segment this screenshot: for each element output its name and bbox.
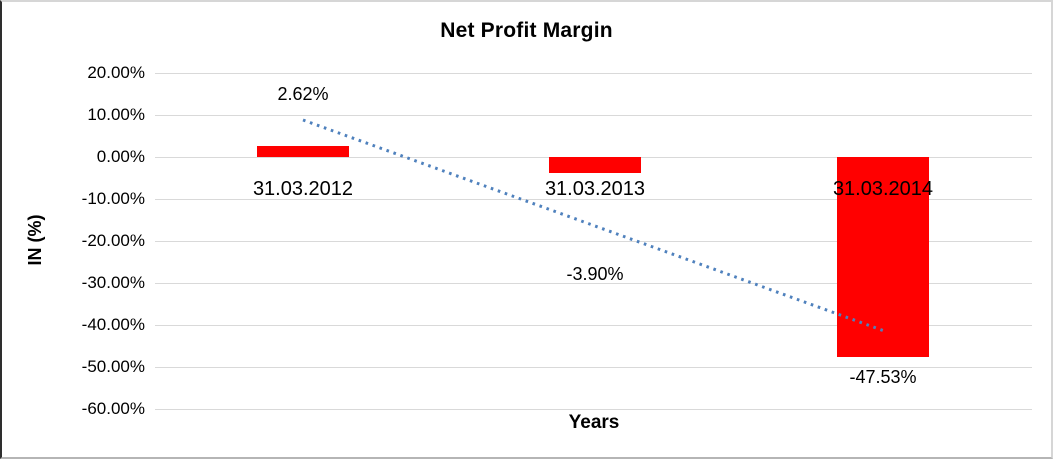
- gridline: [155, 199, 1032, 200]
- y-axis-tick-label: 10.00%: [87, 105, 145, 124]
- y-axis-tick-label: -60.00%: [81, 399, 145, 418]
- chart-title: Net Profit Margin: [440, 19, 613, 42]
- bar-31.03.2014: [837, 157, 929, 357]
- y-axis-tick-label: -50.00%: [81, 357, 145, 376]
- y-axis-tick-label: 0.00%: [96, 147, 145, 166]
- y-axis-tick-label: -10.00%: [81, 189, 145, 208]
- gridline: [155, 115, 1032, 116]
- category-label: 31.03.2012: [252, 178, 354, 200]
- bar-31.03.2013: [549, 157, 641, 173]
- bar-31.03.2012: [257, 146, 349, 157]
- y-axis-tick-label: -30.00%: [81, 273, 145, 292]
- gridline: [155, 241, 1032, 242]
- gridline: [155, 367, 1032, 368]
- y-axis-tick-label: -40.00%: [81, 315, 145, 334]
- category-label: 31.03.2014: [832, 178, 934, 200]
- gridline: [155, 409, 1032, 410]
- data-label: 2.62%: [277, 84, 329, 104]
- gridline: [155, 283, 1032, 284]
- data-label: -47.53%: [849, 367, 917, 387]
- data-label: -3.90%: [566, 264, 624, 284]
- y-axis-tick-label: 20.00%: [87, 63, 145, 82]
- x-axis-title: Years: [568, 412, 620, 433]
- y-axis-tick-label: -20.00%: [81, 231, 145, 250]
- category-label: 31.03.2013: [544, 178, 646, 200]
- gridline: [155, 73, 1032, 74]
- gridline: [155, 325, 1032, 326]
